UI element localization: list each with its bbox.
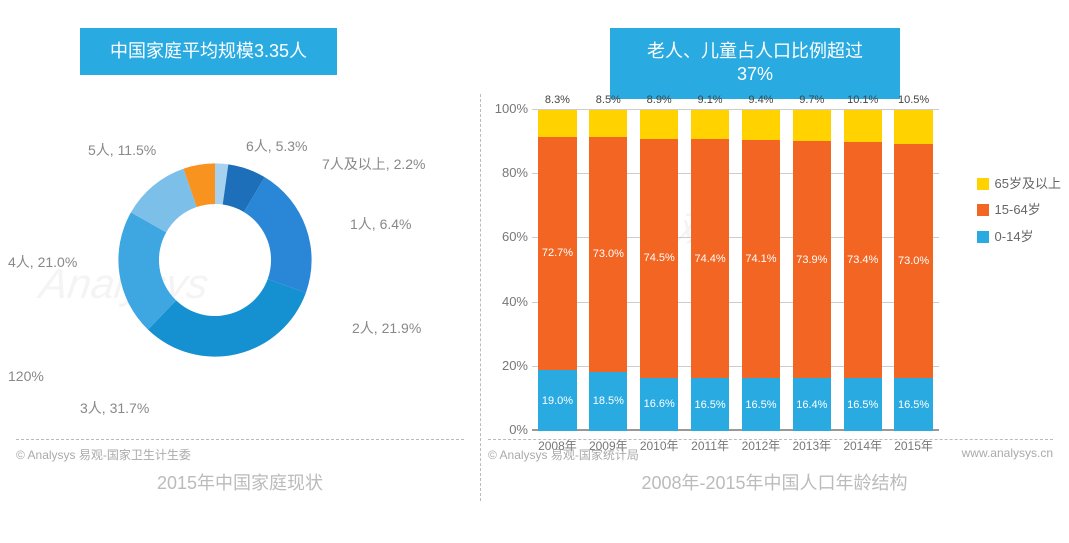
stray-axis-label: 120% (8, 368, 44, 384)
bar-segment: 8.5% (589, 110, 627, 137)
donut-slice-label: 1人, 6.4% (350, 214, 411, 234)
page: Analysys 易观 中国家庭平均规模3.35人 © Analysys 易观-… (0, 0, 1069, 543)
bar-value-label: 9.1% (698, 94, 723, 106)
bar-segment: 73.9% (793, 141, 831, 378)
left-source: © Analysys 易观-国家卫生计生委 (16, 446, 191, 463)
bar-column: 16.5%74.1%9.4%2012年 (742, 110, 780, 431)
bar-column: 18.5%73.0%8.5%2009年 (589, 110, 627, 431)
chart-legend: 65岁及以上 15-64岁 0-14岁 (977, 166, 1061, 255)
legend-swatch (977, 178, 989, 190)
legend-item: 0-14岁 (977, 229, 1061, 245)
bar-column: 16.4%73.9%9.7%2013年 (793, 110, 831, 431)
bar-value-label: 8.9% (647, 94, 672, 106)
bar-segment: 74.4% (691, 139, 729, 378)
left-title: 中国家庭平均规模3.35人 (80, 28, 337, 75)
bar-value-label: 8.3% (545, 94, 570, 106)
legend-swatch (977, 204, 989, 216)
bar-segment: 9.4% (742, 110, 780, 140)
bar-segment: 73.0% (894, 144, 932, 378)
y-tick-label: 100% (488, 101, 528, 116)
donut-slice-label: 4人, 21.0% (8, 252, 77, 272)
legend-swatch (977, 231, 989, 243)
right-caption: 2008年-2015年中国人口年龄结构 (480, 469, 1069, 495)
bar-column: 16.5%74.4%9.1%2011年 (691, 110, 729, 431)
donut-slice-label: 6人, 5.3% (246, 136, 307, 156)
bar-segment: 73.0% (589, 137, 627, 371)
right-source: © Analysys 易观-国家统计局 (488, 446, 639, 463)
stacked-bar-chart: 65岁及以上15-64岁0-14岁 0%20%40%60%80%100%19.0… (532, 110, 939, 431)
left-caption: 2015年中国家庭现状 (0, 469, 480, 495)
bar-column: 19.0%72.7%8.3%2008年 (538, 110, 576, 431)
bar-value-label: 8.5% (596, 94, 621, 106)
bar-segment: 19.0% (538, 370, 576, 431)
bar-segment: 16.4% (793, 378, 831, 431)
y-tick-label: 80% (488, 165, 528, 180)
donut-slice-label: 7人及以上, 2.2% (322, 154, 425, 174)
right-title: 老人、儿童占人口比例超过37% (610, 28, 900, 99)
legend-item: 15-64岁 (977, 202, 1061, 218)
bar-value-label: 9.7% (799, 94, 824, 106)
donut-chart (100, 145, 330, 375)
right-source-r: www.analysys.cn (962, 446, 1053, 463)
bar-segment: 74.1% (742, 140, 780, 378)
bar-column: 16.5%73.4%10.1%2014年 (844, 110, 882, 431)
bar-segment: 16.6% (640, 378, 678, 431)
bar-segment: 16.5% (742, 378, 780, 431)
legend-label: 0-14岁 (995, 229, 1034, 245)
bar-segment: 72.7% (538, 137, 576, 370)
right-panel: 老人、儿童占人口比例超过37% 65岁及以上15-64岁0-14岁 0%20%4… (480, 0, 1069, 503)
legend-label: 15-64岁 (995, 202, 1041, 218)
donut-slice-label: 3人, 31.7% (80, 398, 149, 418)
donut-slice-label: 2人, 21.9% (352, 318, 421, 338)
bar-value-label: 10.5% (898, 94, 929, 106)
bar-segment: 16.5% (894, 378, 932, 431)
bar-segment: 9.1% (691, 110, 729, 139)
bar-segment: 18.5% (589, 372, 627, 431)
bar-segment: 16.5% (691, 378, 729, 431)
bar-segment: 9.7% (793, 110, 831, 141)
left-footer: © Analysys 易观-国家卫生计生委 (16, 439, 464, 463)
bar-segment: 16.5% (844, 378, 882, 431)
legend-label: 65岁及以上 (995, 176, 1061, 192)
y-tick-label: 20% (488, 358, 528, 373)
bar-value-label: 9.4% (748, 94, 773, 106)
bar-segment: 10.1% (844, 110, 882, 142)
legend-item: 65岁及以上 (977, 176, 1061, 192)
left-panel: 中国家庭平均规模3.35人 © Analysys 易观-国家卫生计生委 2015… (0, 0, 480, 503)
y-tick-label: 60% (488, 229, 528, 244)
bar-value-label: 10.1% (847, 94, 878, 106)
donut-slice (148, 279, 306, 357)
bar-segment: 74.5% (640, 139, 678, 378)
bar-segment: 8.3% (538, 110, 576, 137)
bar-segment: 73.4% (844, 142, 882, 378)
bar-column: 16.6%74.5%8.9%2010年 (640, 110, 678, 431)
y-tick-label: 40% (488, 294, 528, 309)
right-footer: © Analysys 易观-国家统计局 www.analysys.cn (488, 439, 1053, 463)
bar-column: 16.5%73.0%10.5%2015年 (894, 110, 932, 431)
donut-slice-label: 5人, 11.5% (88, 140, 156, 160)
bar-segment: 10.5% (894, 110, 932, 144)
y-tick-label: 0% (488, 422, 528, 437)
bar-segment: 8.9% (640, 110, 678, 139)
